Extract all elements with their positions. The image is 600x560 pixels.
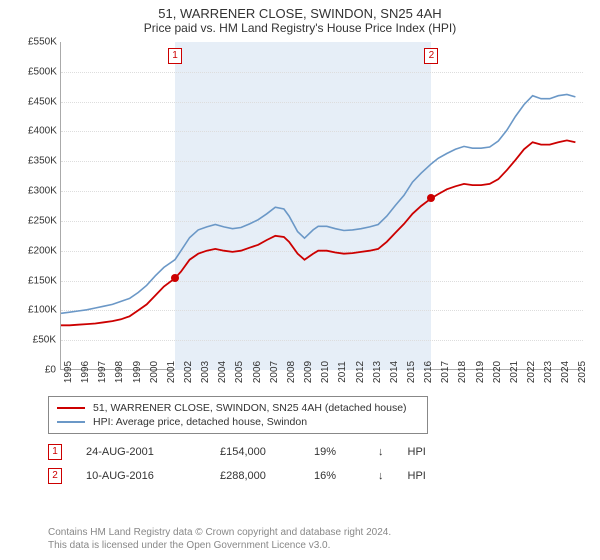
sale-vs: HPI: [408, 470, 426, 482]
y-axis-label: £500K: [28, 66, 56, 77]
sale-arrow-icon: ↓: [378, 470, 384, 482]
chart-title: 51, WARRENER CLOSE, SWINDON, SN25 4AH: [0, 0, 600, 21]
sale-price: £154,000: [220, 446, 290, 458]
sale-marker-1: 1: [168, 48, 182, 64]
y-axis-label: £200K: [28, 245, 56, 256]
sale-num-marker: 2: [48, 468, 62, 484]
legend-label: 51, WARRENER CLOSE, SWINDON, SN25 4AH (d…: [93, 402, 407, 414]
sale-point-dot: [427, 194, 435, 202]
sale-vs: HPI: [408, 446, 426, 458]
y-axis-label: £350K: [28, 156, 56, 167]
legend-swatch: [57, 421, 85, 423]
sale-arrow-icon: ↓: [378, 446, 384, 458]
footer-line2: This data is licensed under the Open Gov…: [48, 539, 391, 552]
sale-point-dot: [171, 274, 179, 282]
chart-area: 12 £0£50K£100K£150K£200K£250K£300K£350K£…: [28, 42, 583, 390]
sale-num-marker: 1: [48, 444, 62, 460]
y-axis-label: £0: [28, 365, 56, 376]
footer-attribution: Contains HM Land Registry data © Crown c…: [48, 526, 391, 552]
sales-row: 1 24-AUG-2001 £154,000 19% ↓ HPI: [48, 440, 426, 464]
y-axis-label: £400K: [28, 126, 56, 137]
series-property: [61, 140, 575, 325]
plot-area: 12: [60, 42, 583, 370]
legend-swatch: [57, 407, 85, 409]
footer-line1: Contains HM Land Registry data © Crown c…: [48, 526, 391, 539]
sale-marker-2: 2: [424, 48, 438, 64]
sale-pct: 16%: [314, 470, 354, 482]
y-axis-label: £100K: [28, 305, 56, 316]
line-chart-svg: [61, 42, 584, 370]
sales-table: 1 24-AUG-2001 £154,000 19% ↓ HPI 2 10-AUG-2016 £…: [48, 440, 426, 488]
y-axis-label: £150K: [28, 275, 56, 286]
legend-row: HPI: Average price, detached house, Swin…: [57, 415, 419, 429]
sale-pct: 19%: [314, 446, 354, 458]
legend-row: 51, WARRENER CLOSE, SWINDON, SN25 4AH (d…: [57, 401, 419, 415]
legend-label: HPI: Average price, detached house, Swin…: [93, 416, 307, 428]
y-axis-label: £250K: [28, 215, 56, 226]
y-axis-label: £50K: [28, 335, 56, 346]
chart-subtitle: Price paid vs. HM Land Registry's House …: [0, 21, 600, 39]
series-hpi: [61, 95, 575, 314]
legend: 51, WARRENER CLOSE, SWINDON, SN25 4AH (d…: [48, 396, 428, 434]
sale-price: £288,000: [220, 470, 290, 482]
y-axis-label: £550K: [28, 37, 56, 48]
y-axis-label: £300K: [28, 186, 56, 197]
sale-date: 10-AUG-2016: [86, 470, 196, 482]
y-axis-label: £450K: [28, 96, 56, 107]
sales-row: 2 10-AUG-2016 £288,000 16% ↓ HPI: [48, 464, 426, 488]
sale-date: 24-AUG-2001: [86, 446, 196, 458]
